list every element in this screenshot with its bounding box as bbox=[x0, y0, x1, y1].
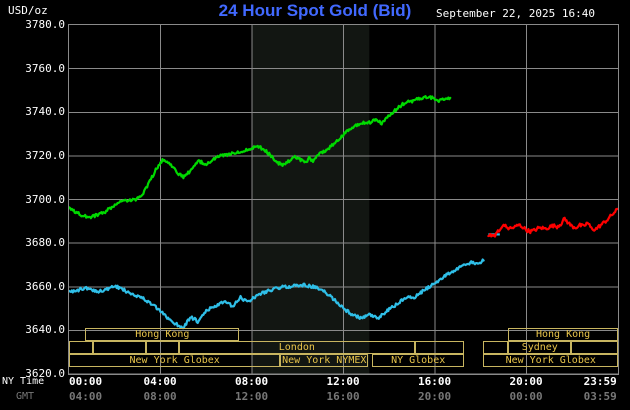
x-axis-tick-gmt: 04:00 bbox=[69, 390, 103, 403]
price-line-sep22 bbox=[69, 95, 452, 220]
session-bar-segment bbox=[92, 341, 146, 354]
session-bar-segment bbox=[483, 341, 509, 354]
session-label: Hong Kong bbox=[135, 329, 190, 340]
session-bar-ny-globex: NY Globex bbox=[372, 354, 465, 367]
session-bar-segment bbox=[414, 341, 465, 354]
session-bar-new-york-globex: New York Globex bbox=[69, 354, 281, 367]
session-bar-new-york-nymex: New York NYMEX bbox=[280, 354, 369, 367]
session-label: New York Globex bbox=[129, 355, 220, 366]
session-bar-segment bbox=[571, 341, 618, 354]
y-axis-tick-label: 3760.0 bbox=[25, 61, 65, 75]
x-axis-tick-gmt: 20:00 bbox=[418, 390, 452, 403]
plot-area bbox=[68, 24, 619, 375]
x-axis-tick-gmt: 16:00 bbox=[326, 390, 360, 403]
price-line-sep21 bbox=[487, 207, 618, 238]
x-axis-gmt-label: GMT bbox=[16, 391, 35, 402]
y-axis-tick-label: 3700.0 bbox=[25, 192, 65, 206]
price-line-sep19 bbox=[69, 258, 485, 330]
x-axis-tick-gmt: 00:00 bbox=[509, 390, 543, 403]
session-label: New York Globex bbox=[505, 355, 596, 366]
y-axis: 3780.0 3760.0 3740.0 3720.0 3700.0 3680.0 3660… bbox=[0, 0, 65, 410]
x-axis-tick-gmt: 08:00 bbox=[143, 390, 177, 403]
y-axis-unit-label: USD/oz bbox=[8, 4, 48, 17]
y-axis-tick-label: 3680.0 bbox=[25, 236, 65, 250]
session-bar-hong-kong: Hong Kong bbox=[508, 328, 618, 341]
session-bar-london: London bbox=[178, 341, 415, 354]
x-axis-tick-ny: 20:00 bbox=[509, 375, 543, 388]
session-label: NY Globex bbox=[391, 355, 446, 366]
session-bar-sydney: Sydney bbox=[508, 341, 572, 354]
x-axis-tick-ny: 04:00 bbox=[143, 375, 177, 388]
chart-title: 24 Hour Spot Gold (Bid) bbox=[218, 1, 412, 20]
price-series-svg bbox=[69, 25, 618, 374]
x-axis-tick-ny: 12:00 bbox=[326, 375, 360, 388]
session-label: New York NYMEX bbox=[282, 355, 367, 366]
x-axis-tick-ny: 08:00 bbox=[235, 375, 269, 388]
y-axis-tick-label: 3780.0 bbox=[25, 18, 65, 31]
x-axis-tick-gmt: 03:59 bbox=[583, 390, 617, 403]
y-axis-tick-label: 3720.0 bbox=[25, 148, 65, 162]
session-label: London bbox=[278, 342, 315, 353]
session-bar-segment bbox=[145, 341, 179, 354]
session-bar-hong-kong: Hong Kong bbox=[85, 328, 240, 341]
chart-timestamp: September 22, 2025 16:40 bbox=[436, 7, 595, 20]
session-bar-segment bbox=[69, 341, 93, 354]
x-axis-ny-time-label: NY Time bbox=[2, 376, 45, 387]
x-axis-tick-ny: 16:00 bbox=[418, 375, 452, 388]
session-bar-new-york-globex: New York Globex bbox=[483, 354, 618, 367]
x-axis-tick-ny: 23:59 bbox=[583, 375, 617, 388]
y-axis-tick-label: 3740.0 bbox=[25, 105, 65, 119]
y-axis-tick-label: 3640.0 bbox=[25, 323, 65, 337]
y-axis-tick-label: 3620.0 bbox=[25, 367, 65, 380]
session-label: Sydney bbox=[521, 342, 558, 353]
y-axis-tick-label: 3660.0 bbox=[25, 279, 65, 293]
session-label: Hong Kong bbox=[535, 329, 591, 340]
x-axis-tick-ny: 00:00 bbox=[69, 375, 103, 388]
x-axis-tick-gmt: 12:00 bbox=[235, 390, 269, 403]
